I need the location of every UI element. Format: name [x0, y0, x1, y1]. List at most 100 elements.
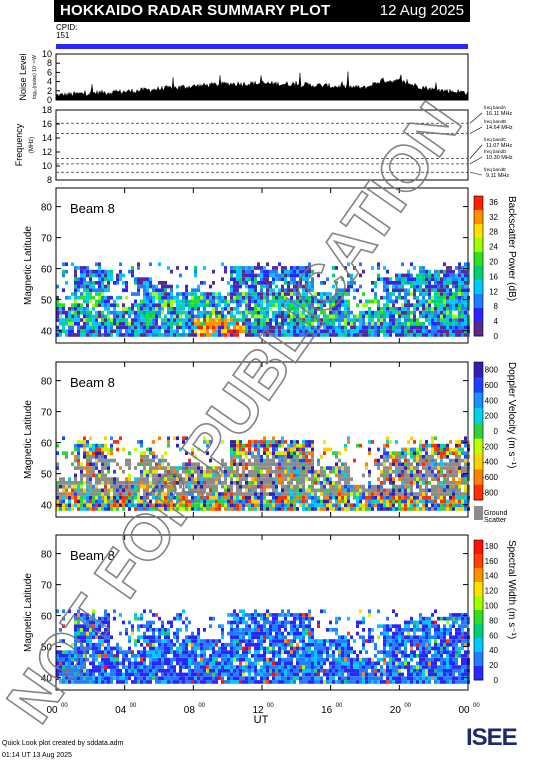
velocity-panel-cell [437, 443, 440, 448]
velocity-panel-cell [350, 492, 353, 496]
power-panel-cell [146, 281, 149, 285]
velocity-panel-cell [380, 455, 383, 459]
velocity-panel-cell [416, 507, 419, 511]
power-panel-cell [431, 284, 434, 289]
velocity-panel-cell [347, 507, 350, 511]
power-panel-cell [182, 318, 185, 322]
power-panel-cell [191, 325, 194, 330]
power-panel-cell [131, 273, 134, 278]
width-panel-cell [71, 676, 74, 681]
velocity-panel-cell [239, 455, 242, 459]
power-panel-cell [125, 318, 128, 322]
power-panel-cell [431, 307, 434, 311]
width-panel-cell [239, 631, 242, 636]
power-panel-cell [116, 321, 119, 326]
velocity-panel-cell [464, 499, 467, 504]
power-panel-cell [440, 295, 443, 300]
power-panel-cell [404, 333, 407, 337]
width-panel-cell [107, 657, 110, 662]
velocity-panel-cell [353, 507, 356, 511]
velocity-panel-cell [458, 443, 461, 448]
width-panel-cell [107, 680, 110, 684]
width-panel-cell [77, 668, 80, 673]
velocity-panel-cell [140, 443, 143, 448]
velocity-panel-cell [95, 495, 98, 500]
power-panel-cell [422, 281, 425, 285]
velocity-panel-cell [107, 503, 110, 508]
power-panel-cell [167, 266, 170, 270]
velocity-panel-cell [398, 492, 401, 496]
power-panel-cell [89, 273, 92, 278]
velocity-panel-cell [203, 481, 206, 485]
power-panel-cell [320, 303, 323, 307]
power-panel-cell [137, 277, 140, 281]
velocity-panel-cell [335, 481, 338, 485]
velocity-panel-cell [242, 469, 245, 474]
velocity-panel-cell [98, 443, 101, 448]
power-panel-cell [296, 333, 299, 337]
power-panel-cell [458, 318, 461, 322]
velocity-panel-cell [458, 488, 461, 493]
power-panel-cell [389, 307, 392, 311]
velocity-panel-cell [347, 484, 350, 489]
width-panel-cell [158, 616, 161, 621]
velocity-panel-cell [86, 451, 89, 455]
velocity-panel-cell [422, 455, 425, 459]
power-panel-cell [185, 325, 188, 330]
velocity-panel-cell [293, 462, 296, 467]
power-panel-cell [440, 325, 443, 330]
power-panel-cell [242, 310, 245, 315]
velocity-panel-cell [212, 507, 215, 511]
power-panel-cell [281, 314, 284, 319]
width-panel-cell [167, 631, 170, 636]
width-panel-cell [107, 665, 110, 669]
velocity-panel-cell [86, 469, 89, 474]
velocity-panel-cell [407, 503, 410, 508]
velocity-panel-cell [380, 495, 383, 500]
width-panel-cell [164, 628, 167, 632]
velocity-panel-cell [218, 466, 221, 470]
velocity-panel-cell [155, 466, 158, 470]
velocity-panel-cell [140, 469, 143, 474]
velocity-panel-cell [182, 477, 185, 481]
width-panel-cell [62, 657, 65, 662]
power-panel-cell [161, 325, 164, 330]
width-panel-cell [233, 654, 236, 658]
width-panel-cell [206, 672, 209, 677]
velocity-panel-cell [293, 458, 296, 463]
power-panel-cell [149, 310, 152, 315]
power-panel-cell [191, 314, 194, 319]
power-panel-cell [443, 299, 446, 304]
velocity-panel-cell [137, 495, 140, 500]
power-panel-cell [89, 295, 92, 300]
power-panel-cell [188, 307, 191, 311]
power-panel-cell [452, 295, 455, 300]
velocity-panel-cell [293, 473, 296, 478]
velocity-panel-cell [335, 455, 338, 459]
power-panel-cell [116, 325, 119, 330]
velocity-panel-cell [260, 455, 263, 459]
power-panel-cell [278, 277, 281, 281]
velocity-panel-cell [323, 492, 326, 496]
velocity-panel-cell [335, 495, 338, 500]
power-panel-cell [173, 299, 176, 304]
velocity-panel-cell [233, 503, 236, 508]
velocity-panel-cell [74, 481, 77, 485]
velocity-panel-cell [230, 462, 233, 467]
power-panel-cell [446, 325, 449, 330]
velocity-panel-cell [104, 462, 107, 467]
velocity-panel-cell [212, 488, 215, 493]
velocity-panel-cell [143, 495, 146, 500]
width-panel-cell [80, 642, 83, 647]
power-panel-ylabel: Magnetic Latitude [23, 226, 34, 305]
velocity-panel-cell [305, 440, 308, 444]
power-panel-cell [200, 329, 203, 334]
power-panel-cell [122, 288, 125, 293]
velocity-panel-cell [452, 462, 455, 467]
power-panel-cell [278, 333, 281, 337]
power-panel-cell [236, 269, 239, 274]
power-panel-cell [416, 288, 419, 293]
width-panel-cell [65, 672, 68, 677]
power-panel-cell [464, 303, 467, 307]
